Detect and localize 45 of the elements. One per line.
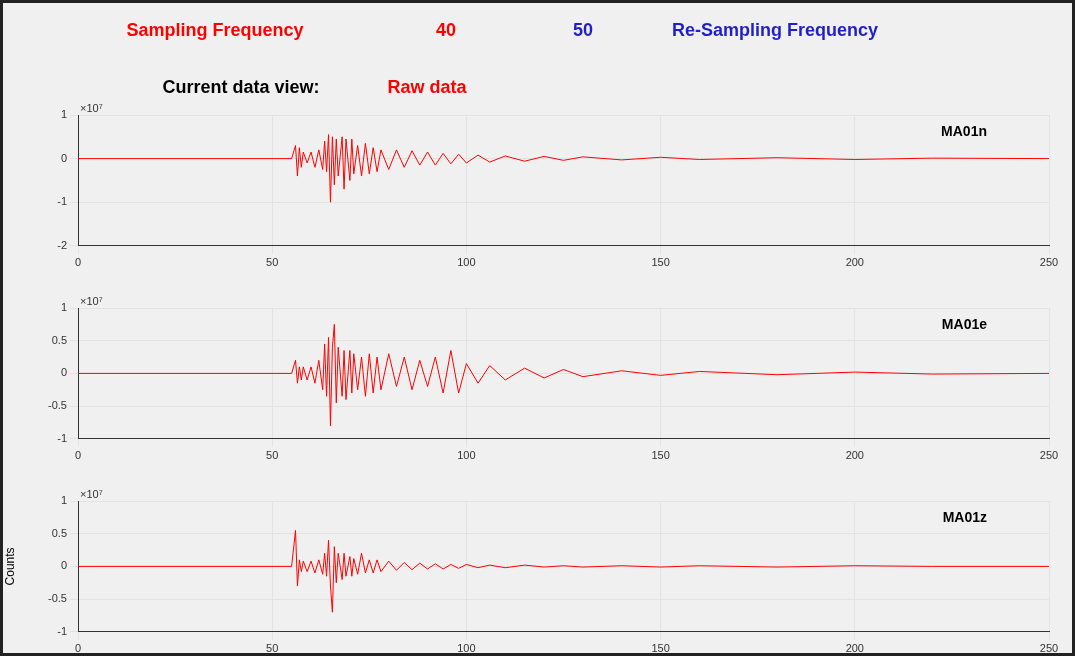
- annotation: MA01z: [942, 508, 987, 525]
- y-tick-label: 0.5: [51, 333, 67, 346]
- x-tick-label: 0: [74, 449, 82, 462]
- x-tick-label: 200: [845, 256, 864, 269]
- y-tick-label: -2: [57, 238, 67, 251]
- y-tick-label: 1: [60, 301, 67, 314]
- x-tick-label: 200: [845, 642, 864, 655]
- y-tick-label: -1: [57, 431, 67, 444]
- text: ×10⁷: [80, 101, 103, 114]
- x-tick-label: 100: [457, 642, 476, 655]
- x-tick-label: 100: [457, 256, 476, 269]
- x-tick-label: 0: [74, 256, 82, 269]
- text: Re-Sampling Frequency: [671, 19, 879, 41]
- y-tick-label: -1: [57, 195, 67, 208]
- text: Raw data: [387, 76, 467, 98]
- text: 50: [572, 19, 594, 41]
- y-tick-label: -0.5: [48, 592, 67, 605]
- x-tick-label: 150: [651, 256, 670, 269]
- annotation: MA01n: [941, 122, 987, 139]
- x-tick-label: 50: [266, 642, 279, 655]
- y-tick-label: 1: [60, 494, 67, 507]
- x-tick-label: 100: [457, 449, 476, 462]
- x-tick-label: 150: [651, 449, 670, 462]
- x-tick-label: 250: [1039, 256, 1059, 269]
- x-tick-label: 150: [651, 642, 670, 655]
- y-tick-label: 0: [60, 366, 67, 379]
- y-tick-label: -1: [57, 624, 67, 637]
- text: ×10⁷: [80, 294, 103, 307]
- x-tick-label: 200: [845, 449, 864, 462]
- y-tick-label: 1: [60, 108, 67, 121]
- text: Sampling Frequency: [126, 19, 304, 41]
- annotation: MA01e: [941, 315, 988, 332]
- y-tick-label: 0: [60, 151, 67, 164]
- y-tick-label: 0: [60, 559, 67, 572]
- text: ×10⁷: [80, 487, 103, 500]
- x-tick-label: 50: [266, 449, 279, 462]
- text: Current data view:: [162, 76, 320, 98]
- x-tick-label: 250: [1039, 449, 1059, 462]
- y-tick-label: -0.5: [48, 399, 67, 412]
- x-tick-label: 0: [74, 642, 82, 655]
- x-tick-label: 250: [1039, 642, 1059, 655]
- x-tick-label: 50: [266, 256, 279, 269]
- y-axis-title: Counts: [2, 547, 17, 586]
- y-tick-label: 0.5: [51, 526, 67, 539]
- text: 40: [435, 19, 457, 41]
